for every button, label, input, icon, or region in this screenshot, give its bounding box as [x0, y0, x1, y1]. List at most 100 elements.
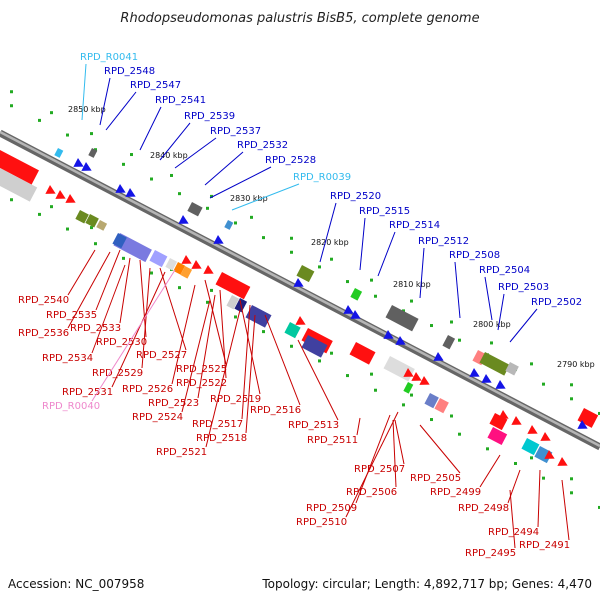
gc-dot	[370, 372, 373, 376]
gc-dot	[122, 162, 125, 166]
gc-dot	[122, 256, 125, 260]
reverse-gene-label: RPD_2509	[306, 503, 357, 514]
gene-arrow	[350, 310, 361, 319]
gene-arrow	[191, 260, 202, 269]
reverse-gene-label: RPD_2531	[62, 387, 113, 398]
reverse-leader-line	[239, 299, 261, 395]
reverse-gene-label: RPD_2507	[354, 464, 405, 475]
gc-dot	[10, 198, 13, 202]
gene-arrow	[203, 265, 214, 274]
gc-dot	[374, 294, 377, 298]
topology-label: Topology: circular; Length: 4,892,717 bp…	[261, 577, 592, 591]
reverse-gene-label: RPD_2535	[46, 310, 97, 321]
gc-dot	[458, 338, 461, 342]
reverse-leader-line	[204, 279, 227, 365]
gc-dot	[178, 286, 181, 290]
reverse-leader-line	[219, 289, 227, 379]
reverse-leader-line	[345, 411, 399, 518]
gc-dot	[94, 148, 97, 152]
forward-leader-line	[209, 166, 272, 199]
gc-dot	[570, 491, 573, 495]
gc-dot	[90, 132, 93, 136]
gene-arrow	[527, 425, 538, 434]
reverse-leader-line	[139, 259, 147, 338]
forward-gene-label: RPD_2539	[184, 111, 235, 122]
gc-dot	[570, 383, 573, 387]
reverse-leader-line	[509, 489, 516, 549]
reverse-gene-label: RPD_2530	[96, 337, 147, 348]
gc-dot	[450, 320, 453, 324]
gc-dot	[570, 477, 573, 481]
gene-arrow	[433, 352, 444, 361]
gc-dot	[206, 206, 209, 210]
gene-block	[226, 295, 240, 310]
reverse-gene-label: RPD_2526	[122, 384, 173, 395]
gene-block	[85, 214, 99, 228]
forward-gene-label: RPD_2504	[479, 265, 530, 276]
reverse-leader-line	[91, 269, 176, 402]
forward-leader-line	[484, 276, 493, 321]
gene-arrow	[469, 368, 480, 377]
gc-dot	[50, 205, 53, 209]
gc-dot	[50, 111, 53, 115]
gene-block	[534, 446, 553, 464]
forward-leader-line	[139, 106, 162, 151]
gc-dot	[290, 236, 293, 240]
reverse-leader-line	[507, 469, 521, 504]
gene-block	[487, 427, 508, 446]
gene-arrow	[498, 410, 509, 419]
gene-block	[403, 381, 414, 394]
gene-block	[296, 265, 315, 283]
reverse-leader-line	[264, 314, 301, 406]
gc-dot	[374, 388, 377, 392]
gc-dot	[234, 221, 237, 225]
gc-dot	[262, 236, 265, 240]
reverse-gene-label: RPD_2518	[196, 433, 247, 444]
gene-arrow	[557, 457, 568, 466]
gene-block	[165, 258, 178, 271]
gene-block	[349, 341, 376, 365]
gc-dot	[94, 242, 97, 246]
forward-leader-line	[359, 217, 366, 271]
gene-arrow	[115, 184, 126, 193]
gc-dot	[370, 278, 373, 282]
reverse-leader-line	[392, 419, 397, 488]
reverse-gene-label: RPD_2524	[132, 412, 183, 423]
gene-arrow	[577, 420, 588, 429]
reverse-leader-line	[241, 304, 251, 420]
accession-label: Accession: NC_007958	[8, 577, 144, 591]
gene-arrow	[395, 336, 406, 345]
gc-dot	[450, 414, 453, 418]
gc-dot	[402, 403, 405, 407]
gene-arrow	[81, 162, 92, 171]
forward-gene-label: RPD_R0041	[80, 52, 138, 63]
gene-block	[149, 250, 168, 268]
gene-block	[424, 393, 439, 409]
gc-dot	[38, 212, 41, 216]
forward-gene-label: RPD_2514	[389, 220, 440, 231]
forward-leader-line	[99, 77, 111, 126]
gc-dot	[330, 351, 333, 355]
forward-gene-label: RPD_2502	[531, 297, 582, 308]
forward-gene-label: RPD_2508	[449, 250, 500, 261]
gc-dot	[150, 177, 153, 181]
forward-gene-label: RPD_2528	[265, 155, 316, 166]
scale-ticks: 2850 kbp 2840 kbp 2830 kbp 2820 kbp 2810 kbp…	[68, 105, 595, 369]
gene-arrow	[540, 432, 551, 441]
reverse-leader-line	[141, 267, 151, 369]
gc-dot	[234, 315, 237, 319]
reverse-gene-label: RPD_2510	[296, 517, 347, 528]
gene-arrow	[45, 185, 56, 194]
forward-leader-line	[509, 308, 538, 343]
gc-dot	[210, 194, 213, 198]
gc-dot	[38, 118, 41, 122]
scale-label: 2790 kbp	[557, 360, 595, 369]
gc-dot	[402, 309, 405, 313]
reverse-gene-label: RPD_2525	[176, 364, 227, 375]
forward-leader-line	[174, 137, 217, 169]
gene-arrow	[481, 374, 492, 383]
gc-dot	[66, 133, 69, 137]
gc-dot	[530, 362, 533, 366]
gene-block	[442, 334, 456, 350]
